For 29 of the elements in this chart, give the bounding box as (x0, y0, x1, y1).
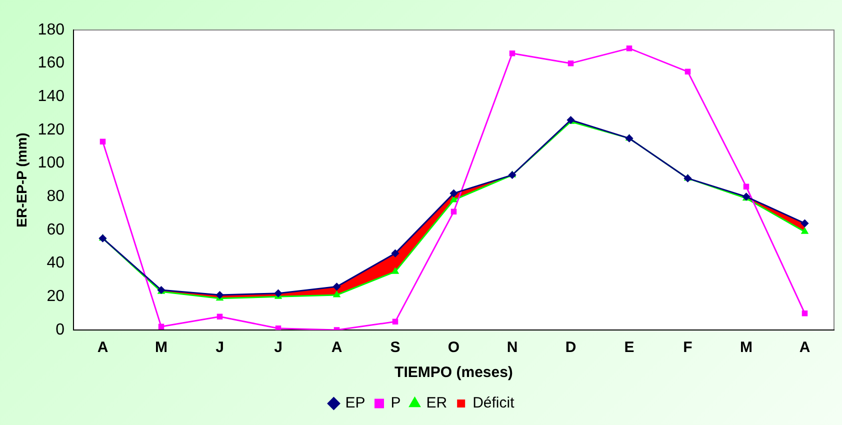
x-axis-title: TIEMPO (meses) (394, 364, 513, 382)
x-tick-label: S (390, 339, 400, 356)
x-tick-label: D (565, 339, 576, 356)
y-tick-label: 20 (46, 288, 65, 306)
y-tick-label: 180 (38, 21, 65, 38)
y-tick-label: 0 (56, 321, 65, 338)
x-tick-label: M (154, 339, 168, 356)
x-tick-label: A (799, 339, 810, 356)
x-tick-label: J (216, 339, 224, 356)
legend-label: P (390, 394, 401, 412)
x-tick-label: O (448, 339, 460, 356)
legend-label: Déficit (472, 394, 516, 412)
x-tick-label: J (274, 339, 282, 356)
y-tick-label: 100 (38, 154, 65, 172)
y-tick-label: 140 (38, 88, 65, 106)
legend-label: EP (345, 394, 366, 412)
x-tick-label: N (506, 339, 518, 356)
y-tick-label: 160 (38, 54, 65, 72)
legend-label: ER (426, 394, 448, 412)
y-tick-label: 80 (46, 188, 65, 206)
y-tick-label: 40 (46, 254, 65, 272)
y-tick-label: 60 (46, 221, 65, 238)
x-tick-label: A (97, 339, 108, 356)
y-axis-title: ER-EP-P (mm) (13, 132, 30, 228)
x-tick-label: F (683, 339, 692, 356)
x-tick-label: M (740, 339, 752, 356)
x-tick-label: A (331, 339, 342, 356)
y-tick-label: 120 (38, 121, 65, 138)
x-tick-label: E (624, 339, 634, 356)
